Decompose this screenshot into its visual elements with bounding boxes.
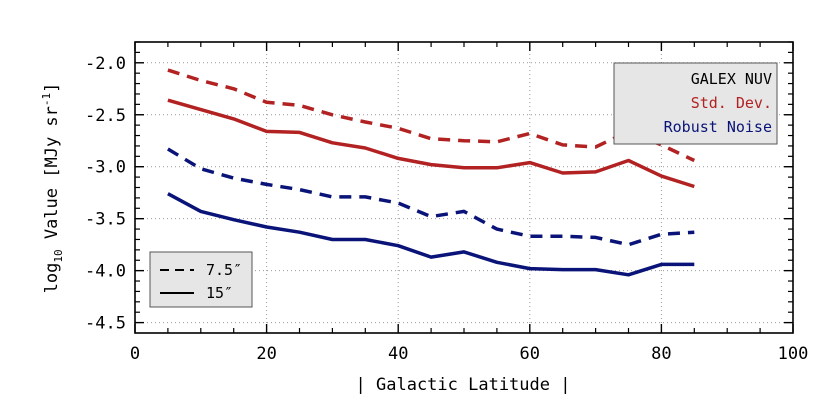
- legend-scale: 7.5″ 15″: [149, 251, 253, 308]
- y-axis-label: log10 Value [MJy sr-1]: [40, 83, 65, 294]
- y-tick-label: -3.5: [85, 210, 126, 230]
- y-axis-label-rest: Value [MJy sr: [42, 106, 62, 249]
- legend-entry-7-5: 7.5″: [206, 261, 242, 279]
- legend-scale-box: [149, 251, 253, 308]
- x-tick-label: 0: [130, 344, 140, 364]
- x-tick-label: 100: [778, 344, 809, 364]
- series-line-std-dev-solid: [167, 98, 695, 189]
- y-axis-label-sup: -1: [40, 93, 53, 106]
- x-tick-label: 80: [651, 344, 671, 364]
- x-tick-label: 60: [520, 344, 540, 364]
- x-axis-label: | Galactic Latitude |: [356, 375, 571, 395]
- y-axis-label-main: log: [42, 263, 62, 294]
- y-axis-label-end: ]: [42, 83, 62, 93]
- legend-title: GALEX NUV: [691, 70, 772, 88]
- legend-entry-std-dev: Std. Dev.: [691, 94, 772, 112]
- axis-ticks: 0 20 40 60 80 100 -2.0 -2.5 -3.0 -3.5 -4.0 -4.5: [85, 41, 809, 364]
- y-tick-label: -4.5: [85, 314, 126, 334]
- legend-entry-15: 15″: [206, 284, 233, 302]
- legend-entry-robust-noise: Robust Noise: [664, 118, 772, 136]
- y-tick-label: -2.5: [85, 106, 126, 126]
- legend-quantity-box: [613, 62, 778, 145]
- y-tick-label: -4.0: [85, 262, 126, 282]
- x-tick-label: 20: [256, 344, 276, 364]
- y-tick-label: -3.0: [85, 158, 126, 178]
- series-group: [166, 68, 696, 277]
- y-axis-label-sub: 10: [52, 249, 65, 262]
- x-tick-label: 40: [388, 344, 408, 364]
- y-tick-label: -2.0: [85, 54, 126, 74]
- series-line-robust-noise-solid: [167, 192, 695, 277]
- legend-quantity: GALEX NUV Std. Dev. Robust Noise: [613, 62, 778, 145]
